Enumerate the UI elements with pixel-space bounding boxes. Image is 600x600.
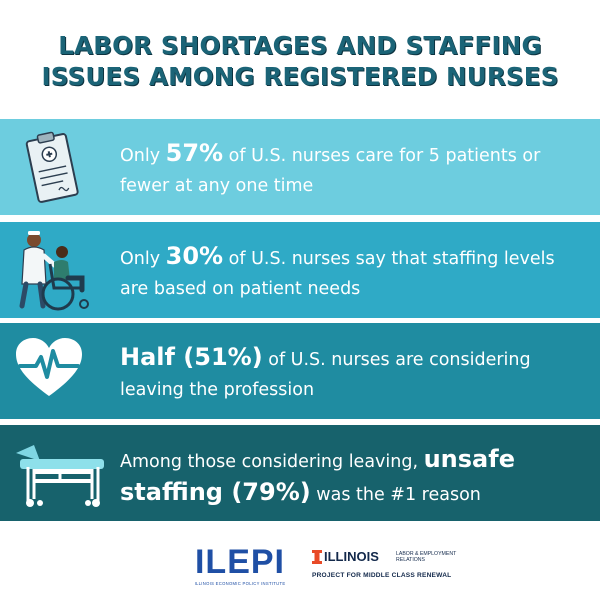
title-line-1: LABOR SHORTAGES AND STAFFING [58,31,542,60]
stat-band-2: Only 30% of U.S. nurses say that staffin… [0,222,600,318]
ler-department: LABOR & EMPLOYMENT RELATIONS [396,551,457,563]
illinois-block-i-icon [312,550,322,564]
stat-text-1: Only 57% of U.S. nurses care for 5 patie… [120,138,590,201]
title-line-2: ISSUES AMONG REGISTERED NURSES [41,62,559,91]
footer-logos: ILEPI ILLINOIS ECONOMIC POLICY INSTITUTE… [0,530,600,600]
ilepi-subtitle: ILLINOIS ECONOMIC POLICY INSTITUTE [194,581,286,586]
ilepi-wordmark: ILEPI [194,543,286,581]
stat-4-line-1: Among those considering leaving, unsafe [120,445,515,473]
stat-1-highlight: 57% [165,139,224,167]
ilepi-logo: ILEPI ILLINOIS ECONOMIC POLICY INSTITUTE [188,544,292,586]
heartbeat-icon [14,336,84,400]
stat-1-line-1: Only 57% of U.S. nurses care for 5 patie… [120,139,541,167]
stat-band-1: Only 57% of U.S. nurses care for 5 patie… [0,119,600,215]
infographic-title: LABOR SHORTAGES AND STAFFING ISSUES AMON… [0,30,600,92]
stat-3-line-2: leaving the profession [120,380,315,400]
stat-text-2: Only 30% of U.S. nurses say that staffin… [120,241,590,304]
stat-2-line-2: are based on patient needs [120,279,361,299]
project-name: PROJECT FOR MIDDLE CLASS RENEWAL [312,572,452,579]
stat-band-4: Among those considering leaving, unsafe … [0,425,600,521]
stat-1-line-2: fewer at any one time [120,176,314,196]
stat-text-4: Among those considering leaving, unsafe … [120,444,590,510]
stat-4-line-2: staffing (79%) was the #1 reason [120,478,481,506]
stat-2-line-1: Only 30% of U.S. nurses say that staffin… [120,242,555,270]
stat-text-3: Half (51%) of U.S. nurses are considerin… [120,342,590,405]
stat-3-highlight: Half (51%) [120,343,263,371]
stat-2-highlight: 30% [165,242,224,270]
stat-3-line-1: Half (51%) of U.S. nurses are considerin… [120,343,531,371]
stat-4-highlight-a: unsafe [423,445,515,473]
nurse-wheelchair-icon [10,226,96,316]
stat-4-highlight-b: staffing (79%) [120,478,311,506]
hospital-bed-icon [10,437,110,509]
stat-band-3: Half (51%) of U.S. nurses are considerin… [0,323,600,419]
clipboard-icon [18,127,86,207]
illinois-wordmark: ILLINOIS [324,549,379,564]
